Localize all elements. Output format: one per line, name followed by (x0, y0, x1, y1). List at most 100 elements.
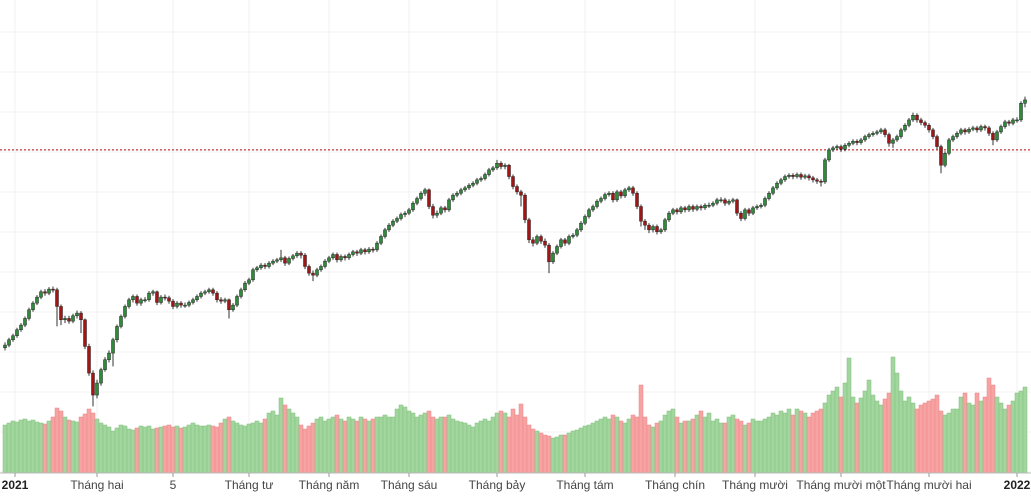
candle-body (671, 209, 675, 214)
candle-body (879, 129, 883, 133)
candle-body (319, 266, 323, 271)
volume-bar (514, 414, 520, 474)
volume-bar (650, 426, 656, 474)
candle-body (975, 127, 979, 131)
volume-bar (386, 416, 392, 474)
volume-bar (1006, 404, 1012, 474)
candle-body (279, 257, 283, 261)
volume-bar (82, 413, 88, 474)
candle-body (247, 279, 251, 284)
volume-bar (402, 406, 408, 474)
volume-bar (742, 424, 748, 474)
volume-bar (10, 420, 16, 474)
candle-body (27, 309, 31, 319)
candle-body (447, 199, 451, 211)
volume-bar (870, 394, 876, 474)
volume-bar (666, 410, 672, 474)
candle-body (335, 254, 339, 261)
candle-body (627, 187, 631, 191)
volume-bar (654, 422, 660, 474)
candle-body (691, 206, 695, 210)
volume-bar (622, 422, 628, 474)
volume-bar (122, 425, 128, 474)
volume-bar (846, 357, 852, 474)
candle-body (867, 134, 871, 137)
volume-bar (66, 419, 72, 474)
volume-bar (574, 429, 580, 474)
candle-body (899, 129, 903, 137)
volume-bar (150, 428, 156, 474)
candle-body (455, 192, 459, 196)
candle-body (675, 209, 679, 213)
candle-body (387, 224, 391, 231)
volume-bar (290, 412, 296, 474)
volume-bar (570, 430, 576, 474)
volume-bar (602, 416, 608, 474)
volume-bar (146, 425, 152, 474)
candle-body (315, 269, 319, 276)
candle-body (479, 178, 483, 181)
volume-bar (398, 404, 404, 474)
volume-bar (726, 416, 732, 474)
volume-bar (326, 418, 332, 474)
candle-body (431, 206, 435, 216)
candle-body (587, 209, 591, 217)
volume-bar (678, 422, 684, 474)
candle-body (699, 206, 703, 209)
volume-bar (454, 420, 460, 474)
candle-body (527, 219, 531, 241)
volume-bar (450, 418, 456, 474)
candle-body (107, 352, 111, 360)
volume-bar (694, 414, 700, 474)
volume-bar (74, 421, 80, 474)
volume-bar (434, 418, 440, 474)
candle-body (111, 339, 115, 354)
candle-body (623, 189, 627, 197)
volume-bar (174, 425, 180, 474)
candle-body (1019, 103, 1023, 121)
volume-bar (198, 425, 204, 474)
x-tick-label: Tháng tám (556, 478, 613, 492)
x-tick-label: Tháng chín (645, 478, 705, 492)
candle-body (531, 239, 535, 244)
volume-bar (866, 379, 872, 474)
volume-bar (1022, 386, 1028, 474)
candle-body (635, 192, 639, 207)
candle-body (647, 224, 651, 231)
candle-body (915, 115, 919, 121)
volume-bar (790, 414, 796, 474)
volume-bar (46, 420, 52, 474)
candle-body (139, 299, 143, 304)
volume-bar (86, 408, 92, 474)
volume-bar (430, 416, 436, 474)
volume-bar (886, 392, 892, 474)
candle-body (363, 249, 367, 253)
candle-body (843, 144, 847, 150)
volume-bar (246, 423, 252, 474)
volume-bar (50, 416, 56, 474)
volume-bar (106, 426, 112, 474)
volume-bar (906, 396, 912, 474)
candle-body (251, 269, 255, 281)
candle-body (271, 260, 275, 264)
candle-body (923, 122, 927, 126)
volume-bar (706, 412, 712, 474)
volume-bar (862, 390, 868, 474)
candle-body (711, 202, 715, 206)
volume-bar (314, 418, 320, 474)
volume-bar (154, 427, 160, 474)
candle-body (963, 129, 967, 133)
x-tick-label: 2022 (1004, 478, 1031, 492)
volume-bar (90, 412, 96, 474)
candle-body (707, 204, 711, 207)
candle-body (163, 296, 167, 299)
volume-bar (406, 410, 412, 474)
candle-body (339, 256, 343, 261)
volume-bar (850, 396, 856, 474)
candle-body (659, 229, 663, 233)
candle-body (191, 299, 195, 303)
volume-bar (482, 418, 488, 474)
volume-bar (538, 432, 544, 474)
volume-bar (770, 412, 776, 474)
candle-body (991, 132, 995, 141)
